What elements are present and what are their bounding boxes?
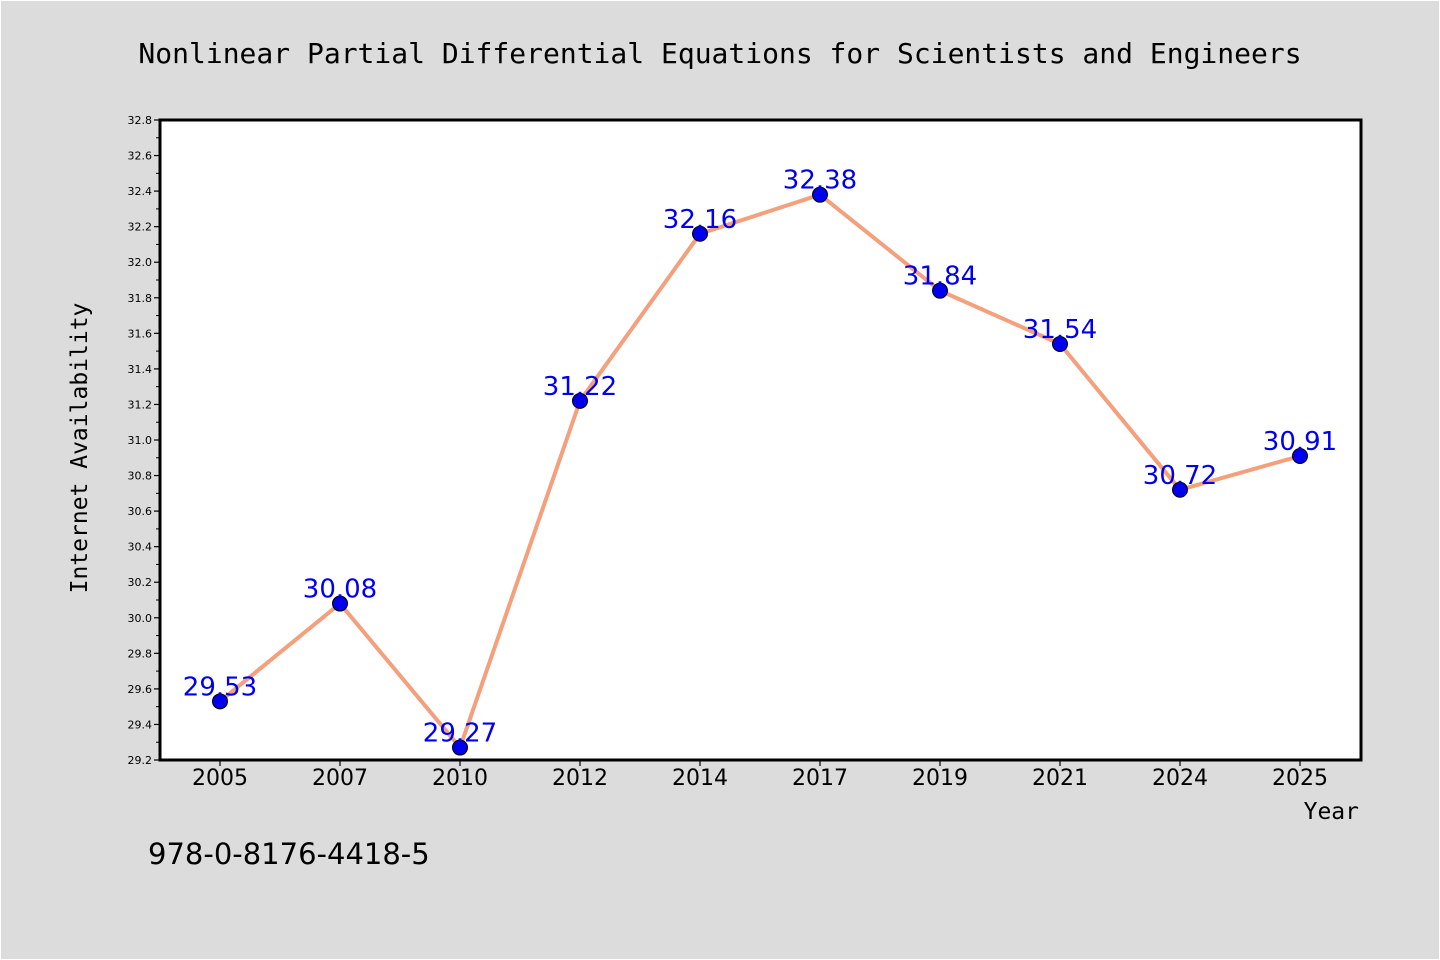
data-point xyxy=(932,282,948,299)
x-tick-label: 2010 xyxy=(432,766,488,791)
x-tick-label: 2021 xyxy=(1032,766,1088,791)
data-label: 30.91 xyxy=(1263,427,1337,457)
y-tick-label: 29.2 xyxy=(128,754,153,767)
y-tick-label: 30.0 xyxy=(128,612,153,625)
x-axis-label: Year xyxy=(1304,799,1359,825)
data-point xyxy=(332,595,348,612)
series-line xyxy=(218,192,1302,750)
data-point xyxy=(1052,336,1068,352)
data-point xyxy=(212,693,228,710)
y-tick-label: 32.0 xyxy=(128,256,153,269)
y-tick-label: 30.6 xyxy=(128,505,153,518)
x-tick-label: 2024 xyxy=(1152,766,1208,791)
data-label: 31.54 xyxy=(1023,315,1097,345)
data-label: 29.27 xyxy=(423,719,497,749)
data-point xyxy=(1172,481,1188,498)
data-markers xyxy=(212,186,1308,756)
data-label: 29.53 xyxy=(183,672,257,702)
y-tick-label: 29.6 xyxy=(128,683,153,696)
y-tick-label: 32.8 xyxy=(128,114,153,127)
y-tick-label: 31.8 xyxy=(128,292,153,305)
x-tick-label: 2014 xyxy=(672,766,728,791)
y-tick-label: 30.2 xyxy=(128,576,153,589)
y-tick-label: 32.2 xyxy=(128,221,153,234)
data-label: 31.84 xyxy=(903,262,977,292)
data-point xyxy=(812,186,828,203)
data-label: 32.16 xyxy=(663,205,737,235)
data-label: 30.08 xyxy=(303,575,377,605)
y-tick-label: 32.6 xyxy=(128,150,153,163)
data-label: 30.72 xyxy=(1143,461,1217,491)
data-point xyxy=(1292,448,1308,464)
y-tick-label: 31.6 xyxy=(128,327,153,340)
plot-area xyxy=(160,120,1361,760)
chart-title: Nonlinear Partial Differential Equations… xyxy=(138,37,1301,70)
y-tick-label: 32.4 xyxy=(128,185,153,198)
x-tick-label: 2012 xyxy=(552,766,608,791)
y-tick-label: 30.8 xyxy=(128,470,153,483)
x-tick-label: 2017 xyxy=(792,766,848,791)
y-tick-label: 31.2 xyxy=(128,398,153,411)
isbn-annotation: 978-0-8176-4418-5 xyxy=(148,837,430,871)
y-tick-label: 31.4 xyxy=(128,363,153,376)
data-point xyxy=(572,392,588,409)
x-tick-label: 2007 xyxy=(312,766,368,791)
y-axis-label: Internet Availability xyxy=(67,303,93,594)
y-tick-label: 29.8 xyxy=(128,647,153,660)
plot-frame xyxy=(158,118,1363,762)
data-label: 31.22 xyxy=(543,372,617,402)
x-tick-label: 2019 xyxy=(912,766,968,791)
data-point xyxy=(692,225,708,242)
y-tick-label: 31.0 xyxy=(128,434,153,447)
data-labels: 29.53 30.08 29.27 31.22 32.16 32.38 31.84 31.54… xyxy=(183,166,1337,749)
data-label: 32.38 xyxy=(783,166,857,196)
x-tick-label: 2025 xyxy=(1272,766,1328,791)
y-tick-label: 29.4 xyxy=(128,718,153,731)
y-tick-label: 30.4 xyxy=(128,541,153,554)
data-point xyxy=(452,739,468,756)
x-axis-ticks: 2005 2007 2010 2012 2014 2017 2019 2021 2024 2025 xyxy=(192,760,1328,791)
x-tick-label: 2005 xyxy=(192,766,248,791)
